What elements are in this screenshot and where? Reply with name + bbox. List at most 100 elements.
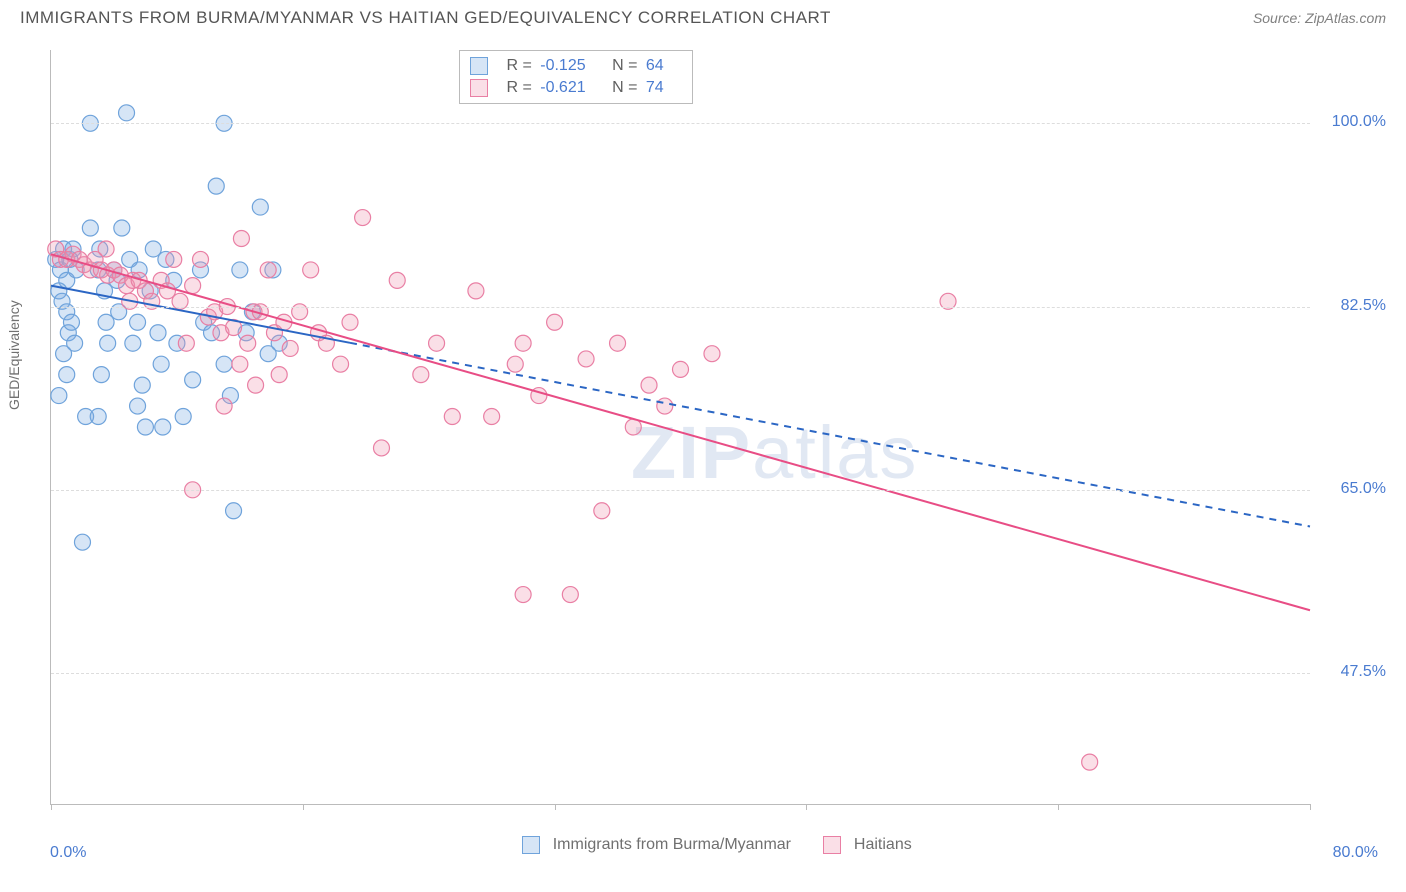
point-burma	[100, 335, 116, 351]
chart-title: IMMIGRANTS FROM BURMA/MYANMAR VS HAITIAN…	[20, 8, 831, 28]
point-burma	[82, 220, 98, 236]
gridline	[51, 307, 1310, 308]
chart-header: IMMIGRANTS FROM BURMA/MYANMAR VS HAITIAN…	[0, 0, 1406, 32]
legend-N-label: N =	[612, 79, 637, 96]
point-haitian	[303, 262, 319, 278]
gridline	[51, 123, 1310, 124]
bottom-legend: Immigrants from Burma/Myanmar Haitians	[0, 836, 1406, 854]
point-haitian	[271, 367, 287, 383]
x-tick	[1310, 804, 1311, 810]
point-burma	[150, 325, 166, 341]
point-burma	[185, 372, 201, 388]
chart-source: Source: ZipAtlas.com	[1253, 10, 1386, 26]
legend-N-label: N =	[612, 57, 637, 74]
legend-swatch-haitian	[470, 79, 488, 97]
point-haitian	[216, 398, 232, 414]
point-haitian	[641, 377, 657, 393]
legend-N-haitian: 74	[646, 79, 664, 96]
point-haitian	[610, 335, 626, 351]
point-haitian	[333, 356, 349, 372]
gridline	[51, 490, 1310, 491]
legend-row-haitian: R = -0.621 N = 74	[470, 77, 682, 99]
point-haitian	[515, 587, 531, 603]
y-axis-label: GED/Equivalency	[6, 300, 22, 410]
point-haitian	[260, 262, 276, 278]
point-burma	[216, 356, 232, 372]
legend-row-burma: R = -0.125 N = 64	[470, 55, 682, 77]
plot-area: ZIPatlas R = -0.125 N = 64 R = -0.621 N …	[50, 50, 1310, 805]
point-haitian	[507, 356, 523, 372]
point-haitian	[282, 340, 298, 356]
x-tick	[806, 804, 807, 810]
legend-R-burma: -0.125	[540, 57, 585, 74]
bottom-swatch-haitian	[823, 836, 841, 854]
point-burma	[51, 388, 67, 404]
point-burma	[175, 409, 191, 425]
correlation-legend: R = -0.125 N = 64 R = -0.621 N = 74	[459, 50, 693, 104]
point-burma	[130, 314, 146, 330]
y-tick-label: 82.5%	[1316, 297, 1386, 315]
point-burma	[130, 398, 146, 414]
bottom-swatch-burma	[522, 836, 540, 854]
point-burma	[232, 262, 248, 278]
point-haitian	[594, 503, 610, 519]
point-haitian	[193, 251, 209, 267]
point-burma	[59, 367, 75, 383]
point-haitian	[515, 335, 531, 351]
point-haitian	[704, 346, 720, 362]
point-haitian	[233, 231, 249, 247]
point-haitian	[547, 314, 563, 330]
point-haitian	[342, 314, 358, 330]
point-burma	[74, 534, 90, 550]
legend-R-label: R =	[506, 57, 531, 74]
legend-N-burma: 64	[646, 57, 664, 74]
trend-dashed-burma	[350, 343, 1310, 527]
x-tick	[51, 804, 52, 810]
point-burma	[134, 377, 150, 393]
point-haitian	[468, 283, 484, 299]
trend-solid-haitian	[51, 254, 1310, 610]
point-burma	[155, 419, 171, 435]
point-burma	[90, 409, 106, 425]
point-burma	[252, 199, 268, 215]
point-haitian	[373, 440, 389, 456]
chart-container: GED/Equivalency ZIPatlas R = -0.125 N = …	[0, 40, 1406, 860]
point-burma	[153, 356, 169, 372]
point-haitian	[562, 587, 578, 603]
x-tick	[555, 804, 556, 810]
plot-svg	[51, 50, 1310, 804]
bottom-legend-burma: Immigrants from Burma/Myanmar	[553, 836, 791, 853]
point-haitian	[389, 272, 405, 288]
point-haitian	[166, 251, 182, 267]
legend-R-label: R =	[506, 79, 531, 96]
point-haitian	[673, 361, 689, 377]
point-burma	[119, 105, 135, 121]
point-haitian	[578, 351, 594, 367]
point-burma	[93, 367, 109, 383]
point-haitian	[1082, 754, 1098, 770]
point-burma	[125, 335, 141, 351]
point-haitian	[484, 409, 500, 425]
bottom-legend-haitian: Haitians	[854, 836, 912, 853]
point-haitian	[185, 278, 201, 294]
y-tick-label: 100.0%	[1316, 113, 1386, 131]
y-tick-label: 65.0%	[1316, 480, 1386, 498]
legend-swatch-burma	[470, 57, 488, 75]
point-haitian	[355, 210, 371, 226]
point-burma	[114, 220, 130, 236]
point-burma	[226, 503, 242, 519]
point-haitian	[240, 335, 256, 351]
x-tick	[1058, 804, 1059, 810]
point-haitian	[429, 335, 445, 351]
y-tick-label: 47.5%	[1316, 663, 1386, 681]
legend-R-haitian: -0.621	[540, 79, 585, 96]
point-haitian	[232, 356, 248, 372]
point-haitian	[98, 241, 114, 257]
point-haitian	[178, 335, 194, 351]
point-haitian	[444, 409, 460, 425]
point-burma	[56, 346, 72, 362]
gridline	[51, 673, 1310, 674]
point-haitian	[248, 377, 264, 393]
point-burma	[137, 419, 153, 435]
point-haitian	[413, 367, 429, 383]
